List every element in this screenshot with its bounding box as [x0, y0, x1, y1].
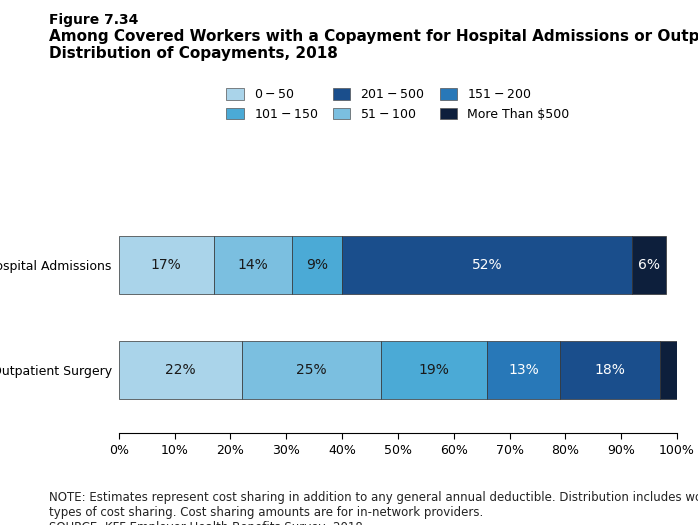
Bar: [342, 236, 632, 294]
Text: 9%: 9%: [306, 258, 328, 272]
Text: 22%: 22%: [165, 363, 195, 377]
Text: 6%: 6%: [638, 258, 660, 272]
Bar: [660, 341, 677, 399]
Bar: [632, 236, 666, 294]
Legend: $0 - $50, $101 - $150, $201 - $500, $51 - $100, $151 - $200, More Than $500: $0 - $50, $101 - $150, $201 - $500, $51 …: [226, 88, 570, 121]
Text: 14%: 14%: [237, 258, 268, 272]
Text: 19%: 19%: [419, 363, 450, 377]
Text: NOTE: Estimates represent cost sharing in addition to any general annual deducti: NOTE: Estimates represent cost sharing i…: [49, 491, 698, 525]
Bar: [119, 236, 214, 294]
Text: 52%: 52%: [472, 258, 503, 272]
Bar: [381, 341, 487, 399]
Bar: [292, 236, 342, 294]
Text: Figure 7.34: Figure 7.34: [49, 13, 138, 27]
Text: 13%: 13%: [508, 363, 539, 377]
Bar: [487, 341, 560, 399]
Text: 25%: 25%: [296, 363, 327, 377]
Bar: [242, 341, 381, 399]
Bar: [119, 341, 242, 399]
Text: 18%: 18%: [595, 363, 625, 377]
Text: Among Covered Workers with a Copayment for Hospital Admissions or Outpatient Sur: Among Covered Workers with a Copayment f…: [49, 29, 698, 61]
Bar: [560, 341, 660, 399]
Text: 17%: 17%: [151, 258, 181, 272]
Bar: [214, 236, 292, 294]
